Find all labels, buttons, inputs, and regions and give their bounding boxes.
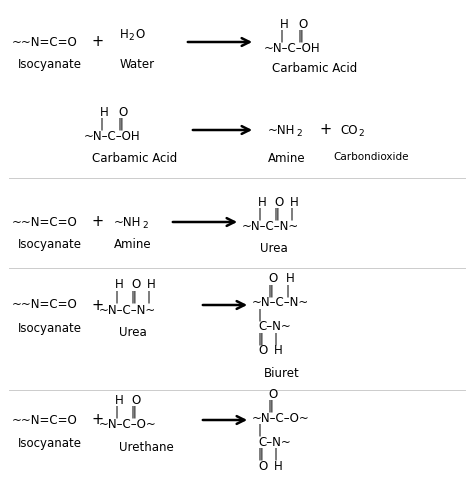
Text: H: H bbox=[100, 106, 109, 119]
Text: H: H bbox=[286, 273, 295, 286]
Text: Urethane: Urethane bbox=[119, 441, 174, 454]
Text: Carbamic Acid: Carbamic Acid bbox=[272, 62, 357, 75]
Text: ~N–C–N~: ~N–C–N~ bbox=[242, 220, 299, 233]
Text: CO: CO bbox=[340, 123, 357, 136]
Text: H: H bbox=[274, 459, 283, 472]
Text: Amine: Amine bbox=[114, 238, 152, 251]
Text: ‖: ‖ bbox=[268, 285, 274, 298]
Text: |: | bbox=[286, 285, 290, 298]
Text: |: | bbox=[258, 207, 262, 220]
Text: ~~N=C=O: ~~N=C=O bbox=[12, 216, 78, 228]
Text: ~NH: ~NH bbox=[268, 123, 295, 136]
Text: Urea: Urea bbox=[260, 242, 288, 255]
Text: O: O bbox=[131, 394, 140, 407]
Text: Isocyanate: Isocyanate bbox=[18, 322, 82, 335]
Text: Biuret: Biuret bbox=[264, 367, 300, 380]
Text: |: | bbox=[274, 333, 278, 346]
Text: +: + bbox=[320, 122, 332, 137]
Text: O: O bbox=[268, 273, 277, 286]
Text: +: + bbox=[92, 215, 104, 229]
Text: O: O bbox=[274, 195, 283, 208]
Text: H: H bbox=[115, 278, 124, 291]
Text: |: | bbox=[258, 423, 262, 436]
Text: ‖: ‖ bbox=[131, 406, 137, 419]
Text: Isocyanate: Isocyanate bbox=[18, 58, 82, 71]
Text: ~N–C–O~: ~N–C–O~ bbox=[99, 419, 157, 432]
Text: Urea: Urea bbox=[119, 326, 147, 339]
Text: 2: 2 bbox=[128, 34, 134, 43]
Text: H: H bbox=[274, 345, 283, 358]
Text: ~~N=C=O: ~~N=C=O bbox=[12, 413, 78, 427]
Text: C–N~: C–N~ bbox=[258, 435, 291, 448]
Text: |: | bbox=[258, 309, 262, 322]
Text: H: H bbox=[258, 195, 267, 208]
Text: ~N–C–N~: ~N–C–N~ bbox=[252, 297, 309, 310]
Text: 2: 2 bbox=[358, 130, 364, 139]
Text: O: O bbox=[135, 27, 144, 40]
Text: ~~N=C=O: ~~N=C=O bbox=[12, 299, 78, 312]
Text: O: O bbox=[131, 278, 140, 291]
Text: H: H bbox=[120, 27, 129, 40]
Text: +: + bbox=[92, 412, 104, 428]
Text: Carbamic Acid: Carbamic Acid bbox=[92, 152, 177, 165]
Text: |: | bbox=[115, 406, 119, 419]
Text: ~N–C–OH: ~N–C–OH bbox=[264, 41, 320, 55]
Text: ‖: ‖ bbox=[131, 290, 137, 303]
Text: O: O bbox=[258, 345, 267, 358]
Text: 2: 2 bbox=[296, 130, 301, 139]
Text: O: O bbox=[258, 459, 267, 472]
Text: ‖: ‖ bbox=[274, 207, 280, 220]
Text: H: H bbox=[280, 17, 289, 31]
Text: ~N–C–O~: ~N–C–O~ bbox=[252, 411, 310, 424]
Text: Water: Water bbox=[120, 58, 155, 71]
Text: +: + bbox=[92, 298, 104, 312]
Text: ‖: ‖ bbox=[258, 447, 264, 460]
Text: C–N~: C–N~ bbox=[258, 321, 291, 334]
Text: ‖: ‖ bbox=[298, 29, 304, 43]
Text: Amine: Amine bbox=[268, 152, 306, 165]
Text: |: | bbox=[115, 290, 119, 303]
Text: ~N–C–OH: ~N–C–OH bbox=[84, 130, 141, 143]
Text: Isocyanate: Isocyanate bbox=[18, 238, 82, 251]
Text: O: O bbox=[118, 106, 127, 119]
Text: |: | bbox=[290, 207, 294, 220]
Text: ~~N=C=O: ~~N=C=O bbox=[12, 36, 78, 48]
Text: |: | bbox=[100, 118, 104, 131]
Text: ~NH: ~NH bbox=[114, 216, 141, 228]
Text: ‖: ‖ bbox=[258, 333, 264, 346]
Text: O: O bbox=[298, 17, 307, 31]
Text: ‖: ‖ bbox=[118, 118, 124, 131]
Text: O: O bbox=[268, 387, 277, 400]
Text: H: H bbox=[290, 195, 299, 208]
Text: H: H bbox=[115, 394, 124, 407]
Text: |: | bbox=[274, 447, 278, 460]
Text: ‖: ‖ bbox=[268, 399, 274, 412]
Text: ~N–C–N~: ~N–C–N~ bbox=[99, 303, 156, 316]
Text: Isocyanate: Isocyanate bbox=[18, 437, 82, 450]
Text: 2: 2 bbox=[142, 221, 147, 230]
Text: H: H bbox=[147, 278, 156, 291]
Text: Carbondioxide: Carbondioxide bbox=[333, 152, 409, 162]
Text: +: + bbox=[92, 35, 104, 49]
Text: |: | bbox=[280, 29, 284, 43]
Text: |: | bbox=[147, 290, 151, 303]
